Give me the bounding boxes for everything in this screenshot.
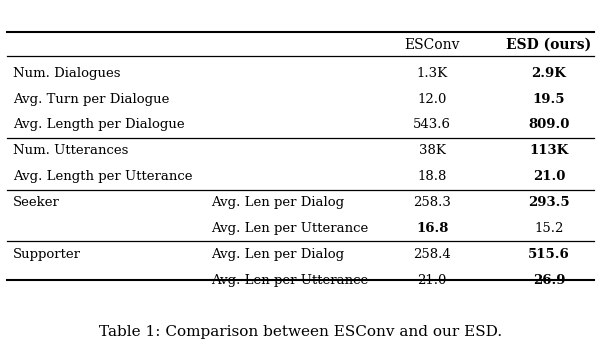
Text: 26.9: 26.9 [533,274,565,287]
Text: Avg. Length per Utterance: Avg. Length per Utterance [13,170,193,183]
Text: 515.6: 515.6 [528,248,570,261]
Text: 293.5: 293.5 [528,196,570,209]
Text: 258.4: 258.4 [413,248,451,261]
Text: 809.0: 809.0 [528,118,570,131]
Text: Num. Utterances: Num. Utterances [13,144,129,157]
Text: Avg. Length per Dialogue: Avg. Length per Dialogue [13,118,185,131]
Text: 16.8: 16.8 [416,222,448,235]
Text: 113K: 113K [529,144,568,157]
Text: Seeker: Seeker [13,196,60,209]
Text: 1.3K: 1.3K [417,67,448,80]
Text: 38K: 38K [419,144,446,157]
Text: 18.8: 18.8 [417,170,447,183]
Text: 258.3: 258.3 [413,196,451,209]
Text: Avg. Len per Utterance: Avg. Len per Utterance [211,222,368,235]
Text: 12.0: 12.0 [417,93,447,106]
Text: Table 1: Comparison between ESConv and our ESD.: Table 1: Comparison between ESConv and o… [99,325,502,339]
Text: 543.6: 543.6 [413,118,451,131]
Text: Avg. Len per Dialog: Avg. Len per Dialog [211,248,344,261]
Text: 2.9K: 2.9K [532,67,567,80]
Text: Avg. Len per Dialog: Avg. Len per Dialog [211,196,344,209]
Text: 19.5: 19.5 [533,93,565,106]
Text: Avg. Turn per Dialogue: Avg. Turn per Dialogue [13,93,170,106]
Text: Avg. Len per Utterance: Avg. Len per Utterance [211,274,368,287]
Text: ESConv: ESConv [405,38,460,52]
Text: 21.0: 21.0 [417,274,447,287]
Text: 21.0: 21.0 [533,170,565,183]
Text: Supporter: Supporter [13,248,82,261]
Text: 15.2: 15.2 [534,222,564,235]
Text: ESD (ours): ESD (ours) [506,38,591,52]
Text: Num. Dialogues: Num. Dialogues [13,67,121,80]
